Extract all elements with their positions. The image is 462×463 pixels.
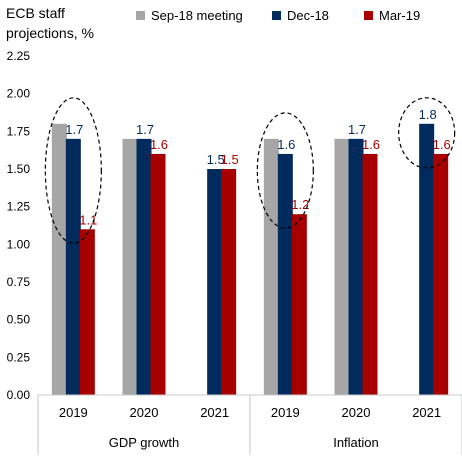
- y-tick-label: 2.00: [7, 87, 31, 101]
- data-label: 1.8: [419, 107, 437, 122]
- bar: [221, 169, 237, 395]
- bar: [150, 153, 166, 395]
- x-tick-label: 2019: [271, 405, 300, 420]
- data-label: 1.6: [433, 137, 451, 152]
- legend-swatch: [136, 11, 145, 20]
- y-axis: 0.00 0.25 0.50 0.75 1.00 1.25 1.50 1.75 2.00 2.25: [7, 49, 31, 402]
- y-tick-label: 1.50: [7, 162, 31, 176]
- legend-label: Dec-18: [287, 8, 329, 23]
- y-axis-title: ECB staff projections, %: [6, 5, 94, 41]
- data-label: 1.1: [79, 212, 97, 227]
- bar: [419, 123, 435, 396]
- y-axis-title-line-2: projections, %: [6, 25, 94, 41]
- bar: [277, 153, 293, 395]
- legend-swatch: [272, 11, 281, 20]
- y-tick-label: 0.00: [7, 388, 31, 402]
- legend-swatch: [364, 11, 373, 20]
- y-tick-label: 0.25: [7, 350, 31, 364]
- highlight-ellipses: [44, 97, 456, 244]
- y-tick-label: 1.25: [7, 200, 31, 214]
- x-tick-label: 2021: [200, 405, 229, 420]
- data-label: 1.6: [362, 137, 380, 152]
- bar: [291, 214, 307, 395]
- x-tick-label: 2020: [342, 405, 371, 420]
- bar: [362, 153, 378, 395]
- group-label: Inflation: [333, 435, 379, 450]
- highlight-ellipse: [398, 97, 456, 169]
- y-tick-label: 1.00: [7, 237, 31, 251]
- bar: [79, 229, 95, 395]
- x-tick-label: 2021: [412, 405, 441, 420]
- bars: [51, 123, 449, 396]
- legend-label: Sep-18 meeting: [151, 8, 243, 23]
- data-label: 1.7: [136, 122, 154, 137]
- y-axis-title-line-1: ECB staff: [6, 5, 65, 21]
- bar: [51, 123, 67, 396]
- x-tick-label: 2020: [130, 405, 159, 420]
- highlight-ellipse: [44, 97, 102, 244]
- bar: [207, 169, 223, 395]
- legend: Sep-18 meeting Dec-18 Mar-19: [136, 8, 420, 23]
- data-label: 1.2: [291, 197, 309, 212]
- x-axis: 2019 2020 2021 2019 2020 2021 GDP growth Inflat…: [37, 394, 462, 455]
- bar: [433, 153, 449, 395]
- y-tick-label: 1.75: [7, 124, 31, 138]
- bar: [334, 138, 350, 395]
- data-label: 1.7: [348, 122, 366, 137]
- y-tick-label: 2.25: [7, 49, 31, 63]
- x-tick-label: 2019: [59, 405, 88, 420]
- data-label: 1.6: [277, 137, 295, 152]
- data-label: 1.5: [207, 152, 225, 167]
- highlight-ellipse: [256, 112, 314, 229]
- bar: [122, 138, 138, 395]
- bar: [348, 138, 364, 395]
- y-tick-label: 0.75: [7, 275, 31, 289]
- data-labels: 1.71.11.71.61.51.51.61.21.71.61.81.6: [65, 107, 450, 227]
- bar: [136, 138, 152, 395]
- y-tick-label: 0.50: [7, 313, 31, 327]
- bar: [263, 138, 279, 395]
- data-label: 1.5: [221, 152, 239, 167]
- data-label: 1.6: [150, 137, 168, 152]
- data-label: 1.7: [65, 122, 83, 137]
- bar: [65, 138, 81, 395]
- legend-label: Mar-19: [379, 8, 420, 23]
- group-label: GDP growth: [109, 435, 180, 450]
